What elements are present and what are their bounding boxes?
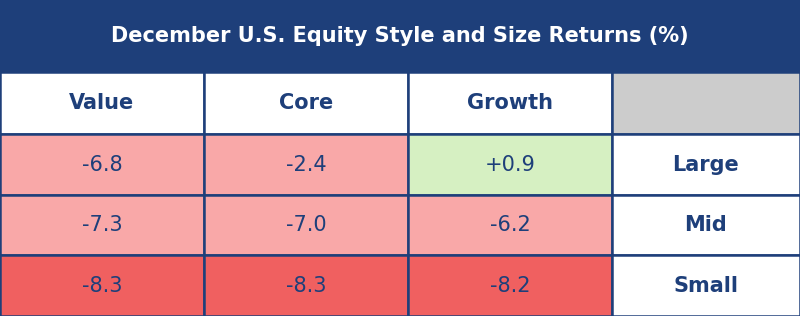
Text: Growth: Growth bbox=[467, 93, 553, 113]
Bar bbox=[408, 255, 612, 316]
Text: -8.3: -8.3 bbox=[286, 276, 326, 296]
Text: -6.2: -6.2 bbox=[490, 215, 530, 235]
Text: -8.2: -8.2 bbox=[490, 276, 530, 296]
Bar bbox=[204, 195, 408, 255]
Bar bbox=[0, 0, 800, 72]
Text: Core: Core bbox=[279, 93, 333, 113]
Bar bbox=[204, 72, 408, 134]
Text: December U.S. Equity Style and Size Returns (%): December U.S. Equity Style and Size Retu… bbox=[111, 26, 689, 46]
Text: Mid: Mid bbox=[685, 215, 727, 235]
Bar bbox=[0, 72, 204, 134]
Bar bbox=[612, 134, 800, 195]
Text: -7.0: -7.0 bbox=[286, 215, 326, 235]
Text: -7.3: -7.3 bbox=[82, 215, 122, 235]
Bar bbox=[408, 195, 612, 255]
Text: -6.8: -6.8 bbox=[82, 155, 122, 174]
Text: Small: Small bbox=[674, 276, 738, 296]
Bar bbox=[408, 134, 612, 195]
Bar bbox=[0, 255, 204, 316]
Bar bbox=[612, 255, 800, 316]
Bar bbox=[204, 134, 408, 195]
Text: +0.9: +0.9 bbox=[485, 155, 535, 174]
Bar bbox=[612, 195, 800, 255]
Text: Large: Large bbox=[673, 155, 739, 174]
Bar bbox=[204, 255, 408, 316]
Text: Value: Value bbox=[70, 93, 134, 113]
Bar bbox=[0, 195, 204, 255]
Bar bbox=[0, 134, 204, 195]
Text: -2.4: -2.4 bbox=[286, 155, 326, 174]
Text: -8.3: -8.3 bbox=[82, 276, 122, 296]
Bar bbox=[612, 72, 800, 134]
Bar bbox=[408, 72, 612, 134]
